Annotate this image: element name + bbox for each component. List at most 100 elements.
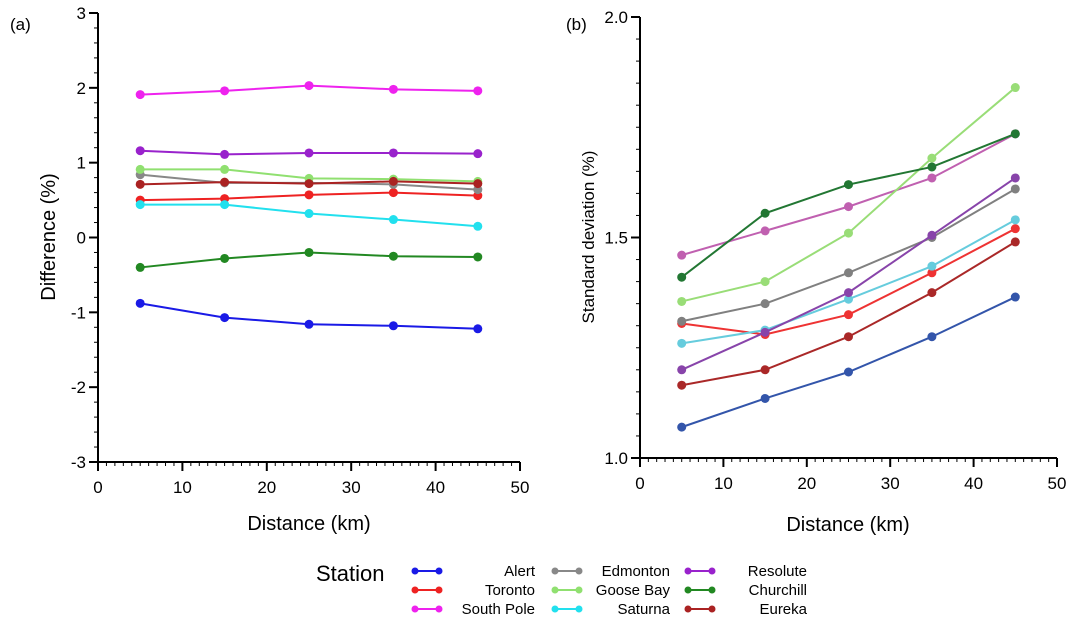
data-point	[927, 162, 937, 172]
legend-entry: Churchill	[684, 582, 807, 599]
x-tick-label: 0	[635, 474, 644, 493]
legend-swatch-dot	[551, 567, 559, 575]
data-point	[760, 327, 770, 337]
legend-swatch-dot	[684, 567, 692, 575]
panel-b-xlabel: Distance (km)	[786, 514, 909, 536]
x-tick-label: 0	[93, 478, 102, 497]
data-point	[388, 321, 398, 331]
x-tick-label: 10	[714, 474, 733, 493]
data-point	[677, 365, 687, 375]
legend-label: Resolute	[748, 563, 807, 580]
series-saturna	[135, 200, 483, 231]
legend-title: Station	[316, 561, 385, 586]
data-point	[1010, 184, 1020, 194]
legend-entry: Alert	[411, 563, 536, 580]
data-point	[388, 84, 398, 94]
data-point	[220, 86, 230, 96]
legend-entry: South Pole	[411, 601, 535, 618]
data-point	[473, 86, 483, 96]
panel-b-ylabel: Standard deviation (%)	[579, 151, 598, 324]
legend-swatch-dot	[551, 586, 559, 594]
data-point	[220, 313, 230, 323]
legend-swatch-dot	[708, 567, 716, 575]
data-point	[844, 202, 853, 212]
legend-entry: Edmonton	[551, 563, 670, 580]
data-point	[677, 250, 687, 260]
series-toronto	[135, 188, 483, 205]
data-point	[927, 268, 937, 278]
data-point	[927, 173, 937, 183]
data-point	[388, 148, 398, 158]
data-point	[473, 252, 483, 262]
y-tick-label: -2	[71, 378, 86, 397]
data-point	[135, 90, 145, 100]
legend-entry: Toronto	[411, 582, 535, 599]
data-point	[760, 393, 770, 403]
legend-swatch-dot	[435, 586, 443, 594]
legend-swatch-dot	[575, 605, 583, 613]
data-point	[135, 146, 145, 156]
data-point	[927, 288, 937, 298]
data-point	[304, 319, 314, 329]
data-point	[760, 277, 770, 287]
data-point	[220, 164, 230, 174]
data-point	[1010, 237, 1020, 247]
data-point	[135, 298, 145, 308]
series-resolute	[677, 173, 1020, 375]
data-point	[1010, 224, 1020, 234]
y-tick-label: 2	[77, 79, 86, 98]
legend-label: Edmonton	[602, 563, 670, 580]
data-point	[1010, 215, 1020, 225]
data-point	[1010, 129, 1020, 139]
legend-label: South Pole	[462, 601, 535, 618]
legend-label: Alert	[504, 563, 536, 580]
legend-swatch-dot	[684, 586, 692, 594]
data-point	[220, 149, 230, 159]
legend-entry: Goose Bay	[551, 582, 670, 599]
data-point	[844, 310, 853, 320]
y-tick-label: 3	[77, 4, 86, 23]
data-point	[473, 221, 483, 231]
y-tick-label: 1	[77, 154, 86, 173]
legend-entry: Resolute	[684, 563, 807, 580]
x-tick-label: 20	[257, 478, 276, 497]
data-point	[844, 268, 853, 278]
legend-label: Saturna	[617, 601, 670, 618]
data-point	[473, 324, 483, 334]
panel-b: (b) 0 10 20 30 40 50 1.0 1.5 2.0 Distance (km) S…	[566, 8, 1066, 536]
data-point	[1010, 292, 1020, 302]
data-point	[760, 299, 770, 309]
series-south-pole	[135, 81, 483, 100]
legend-entry: Eureka	[684, 601, 808, 618]
axes: 0 10 20 30 40 50 -3 -2 -1 0 1 2 3	[71, 4, 530, 497]
legend-swatch-dot	[411, 586, 419, 594]
panel-b-label: (b)	[566, 15, 587, 34]
data-point	[135, 200, 145, 210]
x-tick-label: 50	[511, 478, 530, 497]
series-toronto	[677, 224, 1020, 340]
legend-swatch-dot	[708, 605, 716, 613]
legend-swatch-dot	[551, 605, 559, 613]
data-point	[388, 176, 398, 186]
x-tick-label: 30	[342, 478, 361, 497]
series-churchill	[135, 247, 483, 272]
data-point	[677, 316, 687, 326]
data-point	[677, 422, 687, 432]
legend-entries: Alert Toronto South Pole Edmonton Goose Bay S…	[411, 563, 808, 618]
legend-entry: Saturna	[551, 601, 671, 618]
data-point	[304, 148, 314, 158]
data-point	[677, 380, 687, 390]
legend-swatch-dot	[575, 586, 583, 594]
y-tick-label: -1	[71, 303, 86, 322]
data-point	[844, 332, 853, 342]
data-point	[304, 247, 314, 257]
data-point	[927, 332, 937, 342]
data-point	[220, 177, 230, 187]
data-point	[844, 367, 853, 377]
data-point	[135, 262, 145, 272]
series-alert	[135, 298, 483, 334]
data-point	[760, 365, 770, 375]
y-tick-label: 2.0	[604, 8, 628, 27]
